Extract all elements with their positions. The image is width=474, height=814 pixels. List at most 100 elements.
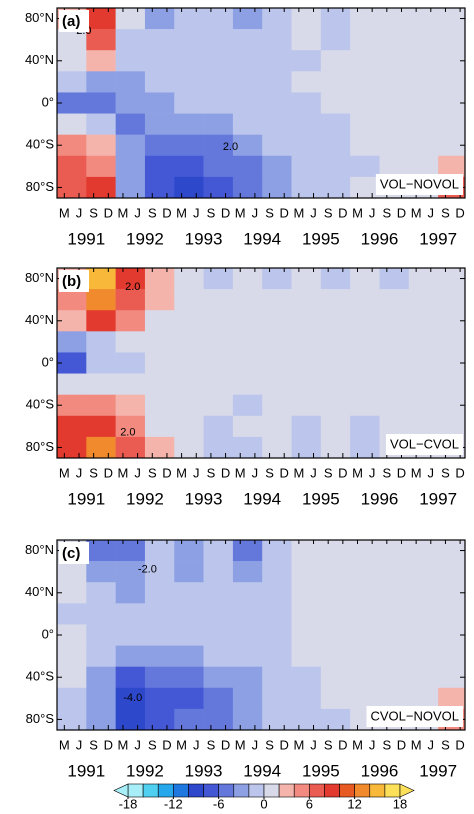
- heat-cell: [86, 310, 116, 332]
- heat-cell: [379, 310, 410, 332]
- heat-cell: [379, 687, 410, 710]
- x-tick-label: M: [293, 465, 304, 480]
- heat-cell: [262, 92, 292, 114]
- x-tick-label: S: [89, 205, 98, 220]
- x-tick-label: D: [338, 205, 347, 220]
- x-tick-label: J: [310, 465, 317, 480]
- heat-cell: [408, 540, 439, 562]
- heat-cell: [57, 708, 87, 731]
- heat-cell: [144, 415, 175, 438]
- heat-cell: [174, 373, 204, 395]
- heat-cell: [232, 71, 263, 93]
- x-tick-label: M: [59, 465, 70, 480]
- heat-cell: [115, 624, 146, 646]
- heat-cell: [203, 561, 234, 583]
- year-label: 1994: [243, 489, 281, 508]
- heat-cell: [408, 268, 439, 290]
- heat-cell: [408, 310, 439, 332]
- heat-cell: [350, 352, 380, 374]
- heat-cell: [86, 415, 116, 438]
- y-tick-label: 40°S: [26, 137, 55, 152]
- heat-cell: [262, 113, 292, 135]
- heat-cell: [350, 155, 380, 178]
- heat-cell: [350, 540, 380, 562]
- heat-cell: [379, 289, 410, 311]
- heat-cell: [379, 113, 410, 135]
- year-label: 1993: [185, 761, 223, 780]
- heat-cell: [438, 331, 466, 353]
- panel-label-box: [59, 542, 89, 564]
- heat-cell: [291, 113, 322, 135]
- heat-cell: [203, 436, 234, 459]
- heat-cell: [291, 436, 322, 459]
- heat-cell: [115, 373, 146, 395]
- x-tick-label: J: [310, 737, 317, 752]
- heat-cell: [86, 134, 116, 157]
- heat-cell: [57, 666, 87, 689]
- heat-cell: [232, 666, 263, 689]
- x-tick-label: D: [397, 737, 406, 752]
- x-tick-label: M: [235, 737, 246, 752]
- panel-label: (b): [62, 273, 81, 290]
- x-tick-label: M: [352, 737, 363, 752]
- heat-cell: [438, 155, 466, 178]
- heat-cell: [86, 155, 116, 178]
- heat-cell: [57, 436, 87, 459]
- heat-cell: [320, 624, 351, 646]
- x-tick-label: M: [352, 205, 363, 220]
- heat-cell: [262, 155, 292, 178]
- heat-cell: [57, 310, 87, 332]
- heat-cell: [379, 268, 410, 290]
- heat-cell: [57, 176, 87, 199]
- heat-cell: [115, 29, 146, 51]
- colorbar-box: [203, 783, 219, 798]
- year-label: 1993: [185, 489, 223, 508]
- heat-cell: [291, 603, 322, 625]
- x-tick-label: J: [369, 737, 376, 752]
- heat-cell: [291, 92, 322, 114]
- x-tick-label: S: [382, 465, 391, 480]
- x-tick-label: D: [455, 465, 464, 480]
- heat-cell: [350, 71, 380, 93]
- heat-cell: [379, 331, 410, 353]
- heat-cell: [232, 134, 263, 157]
- heat-cell: [174, 561, 204, 583]
- heat-cell: [144, 113, 175, 135]
- heat-cell: [174, 436, 204, 459]
- heat-cell: [291, 289, 322, 311]
- heat-cell: [262, 436, 292, 459]
- annotation: VOL−CVOL: [390, 436, 459, 451]
- x-tick-label: S: [89, 737, 98, 752]
- heat-cell: [379, 540, 410, 562]
- heat-cell: [350, 50, 380, 72]
- x-tick-label: D: [221, 465, 230, 480]
- heat-cell: [438, 29, 466, 51]
- heat-cell: [320, 415, 351, 438]
- heat-cell: [320, 289, 351, 311]
- heat-cell: [86, 540, 116, 562]
- heat-cell: [144, 436, 175, 459]
- heat-cell: [320, 29, 351, 51]
- heat-cell: [291, 561, 322, 583]
- heat-cell: [350, 415, 380, 438]
- heat-cell: [115, 561, 146, 583]
- heat-cell: [57, 352, 87, 374]
- heat-cell: [262, 540, 292, 562]
- heat-cell: [232, 561, 263, 583]
- heat-cell: [144, 134, 175, 157]
- colorbar-tick-label: 6: [306, 796, 313, 809]
- y-tick-label: 80°S: [26, 439, 55, 454]
- heatmap-panel: 2.02.080°N40°N0°40°S80°SMJSDMJSDMJSDMJSD…: [25, 7, 466, 248]
- colorbar-tick-label: -18: [119, 796, 138, 809]
- heat-cell: [203, 268, 234, 290]
- heat-cell: [174, 71, 204, 93]
- heat-cell: [144, 29, 175, 51]
- heat-cell: [232, 373, 263, 395]
- heat-cell: [408, 561, 439, 583]
- heat-cell: [350, 645, 380, 667]
- heat-cell: [262, 645, 292, 667]
- heat-cell: [232, 624, 263, 646]
- heat-cell: [174, 176, 204, 199]
- heat-cell: [144, 289, 175, 311]
- x-tick-label: M: [411, 205, 422, 220]
